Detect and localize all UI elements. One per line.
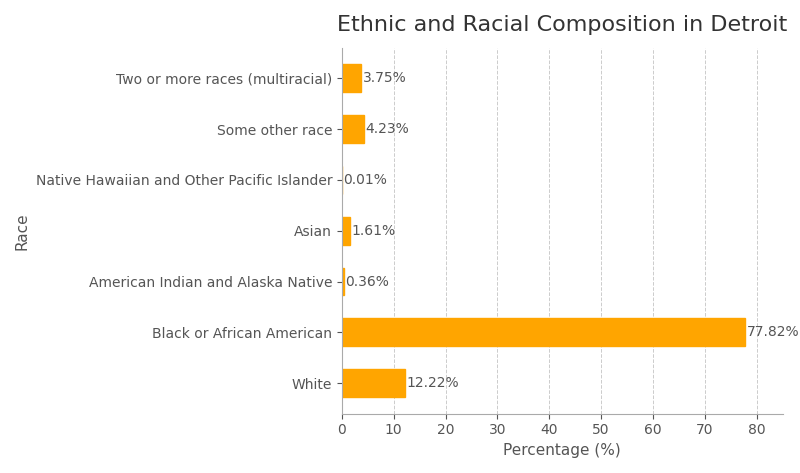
Y-axis label: Race: Race (15, 212, 30, 249)
Bar (342, 268, 344, 296)
Bar (342, 217, 350, 245)
Bar (342, 64, 362, 92)
Text: 77.82%: 77.82% (747, 325, 799, 339)
Text: 4.23%: 4.23% (366, 122, 409, 136)
X-axis label: Percentage (%): Percentage (%) (503, 443, 621, 458)
Bar (342, 318, 746, 346)
Bar (342, 115, 364, 143)
Text: 0.36%: 0.36% (346, 274, 389, 289)
Bar (342, 369, 406, 397)
Text: 0.01%: 0.01% (343, 173, 387, 187)
Text: 1.61%: 1.61% (352, 224, 396, 238)
Text: 12.22%: 12.22% (407, 376, 459, 390)
Text: 3.75%: 3.75% (363, 71, 406, 85)
Title: Ethnic and Racial Composition in Detroit: Ethnic and Racial Composition in Detroit (337, 15, 787, 35)
